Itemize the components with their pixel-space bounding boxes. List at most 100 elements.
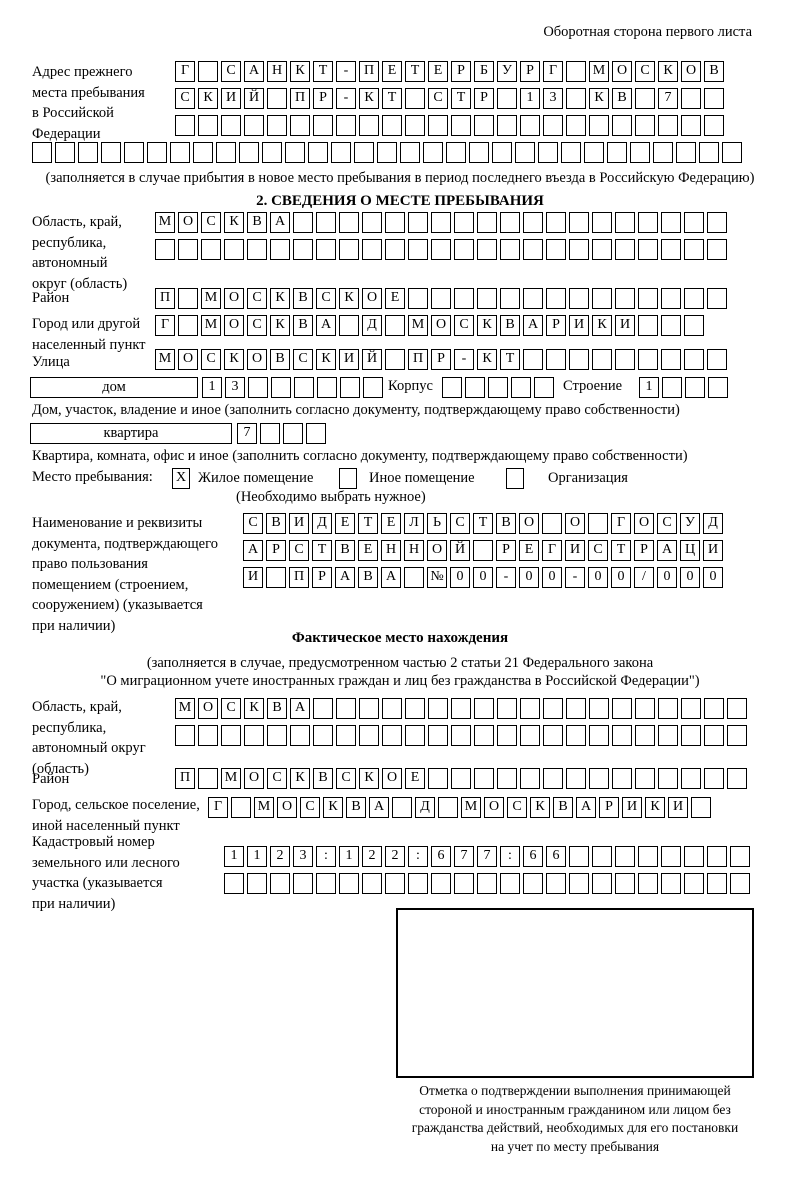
char-cell[interactable] xyxy=(569,212,589,233)
char-cell[interactable] xyxy=(451,725,471,746)
actual-region-row-2[interactable] xyxy=(175,725,747,746)
char-cell[interactable]: Д xyxy=(703,513,723,534)
char-cell[interactable] xyxy=(359,698,379,719)
char-cell[interactable]: М xyxy=(155,212,175,233)
char-cell[interactable] xyxy=(454,239,474,260)
char-cell[interactable]: И xyxy=(243,567,263,588)
char-cell[interactable]: С xyxy=(588,540,608,561)
char-cell[interactable] xyxy=(684,288,704,309)
char-cell[interactable]: С xyxy=(454,315,474,336)
char-cell[interactable] xyxy=(359,115,379,136)
char-cell[interactable] xyxy=(607,142,627,163)
char-cell[interactable]: Р xyxy=(546,315,566,336)
char-cell[interactable]: 0 xyxy=(680,567,700,588)
char-cell[interactable] xyxy=(385,315,405,336)
char-cell[interactable]: К xyxy=(290,61,310,82)
char-cell[interactable] xyxy=(270,873,290,894)
char-cell[interactable] xyxy=(313,698,333,719)
char-cell[interactable]: Т xyxy=(313,61,333,82)
char-cell[interactable] xyxy=(534,377,554,398)
char-cell[interactable] xyxy=(684,873,704,894)
char-cell[interactable] xyxy=(198,768,218,789)
char-cell[interactable]: П xyxy=(408,349,428,370)
char-cell[interactable]: Е xyxy=(519,540,539,561)
char-cell[interactable]: М xyxy=(254,797,274,818)
char-cell[interactable]: - xyxy=(336,61,356,82)
char-cell[interactable]: С xyxy=(316,288,336,309)
char-cell[interactable] xyxy=(382,115,402,136)
char-cell[interactable] xyxy=(612,115,632,136)
char-cell[interactable]: А xyxy=(657,540,677,561)
char-cell[interactable] xyxy=(408,239,428,260)
char-cell[interactable] xyxy=(377,142,397,163)
char-cell[interactable] xyxy=(638,288,658,309)
char-cell[interactable]: И xyxy=(668,797,688,818)
char-cell[interactable] xyxy=(308,142,328,163)
char-cell[interactable]: П xyxy=(289,567,309,588)
char-cell[interactable]: 1 xyxy=(639,377,659,398)
char-cell[interactable]: 6 xyxy=(546,846,566,867)
char-cell[interactable] xyxy=(699,142,719,163)
char-cell[interactable] xyxy=(405,115,425,136)
char-cell[interactable] xyxy=(497,115,517,136)
char-cell[interactable]: У xyxy=(497,61,517,82)
char-cell[interactable] xyxy=(523,873,543,894)
char-cell[interactable]: С xyxy=(450,513,470,534)
char-cell[interactable] xyxy=(339,239,359,260)
char-cell[interactable] xyxy=(224,873,244,894)
char-cell[interactable]: С xyxy=(221,698,241,719)
char-cell[interactable] xyxy=(589,725,609,746)
char-cell[interactable] xyxy=(405,88,425,109)
char-cell[interactable] xyxy=(339,315,359,336)
char-cell[interactable]: А xyxy=(243,540,263,561)
char-cell[interactable]: О xyxy=(224,288,244,309)
char-cell[interactable]: Г xyxy=(543,61,563,82)
char-cell[interactable]: 0 xyxy=(703,567,723,588)
char-cell[interactable] xyxy=(306,423,326,444)
char-cell[interactable]: В xyxy=(612,88,632,109)
char-cell[interactable]: С xyxy=(267,768,287,789)
char-cell[interactable] xyxy=(454,212,474,233)
char-cell[interactable] xyxy=(492,142,512,163)
char-cell[interactable] xyxy=(244,725,264,746)
char-cell[interactable] xyxy=(662,377,682,398)
char-cell[interactable] xyxy=(224,239,244,260)
char-cell[interactable] xyxy=(707,239,727,260)
char-cell[interactable] xyxy=(543,115,563,136)
char-cell[interactable]: : xyxy=(408,846,428,867)
char-cell[interactable]: 1 xyxy=(202,377,222,398)
char-cell[interactable]: С xyxy=(507,797,527,818)
char-cell[interactable]: Р xyxy=(313,88,333,109)
char-cell[interactable]: О xyxy=(519,513,539,534)
char-cell[interactable]: О xyxy=(224,315,244,336)
char-cell[interactable]: И xyxy=(703,540,723,561)
char-cell[interactable] xyxy=(592,288,612,309)
char-cell[interactable] xyxy=(408,288,428,309)
char-cell[interactable] xyxy=(566,698,586,719)
doc-row-3[interactable]: И П Р А В А № 0 0-0 0-0 0/0 0 0 xyxy=(243,567,723,588)
char-cell[interactable]: К xyxy=(323,797,343,818)
char-cell[interactable] xyxy=(382,698,402,719)
char-cell[interactable] xyxy=(592,846,612,867)
char-cell[interactable] xyxy=(681,725,701,746)
char-cell[interactable]: 2 xyxy=(385,846,405,867)
char-cell[interactable] xyxy=(684,239,704,260)
char-cell[interactable] xyxy=(442,377,462,398)
char-cell[interactable] xyxy=(428,768,448,789)
char-cell[interactable]: 0 xyxy=(473,567,493,588)
char-cell[interactable]: К xyxy=(339,288,359,309)
char-cell[interactable]: И xyxy=(615,315,635,336)
char-cell[interactable]: Е xyxy=(381,513,401,534)
char-cell[interactable] xyxy=(691,797,711,818)
char-cell[interactable] xyxy=(473,540,493,561)
char-cell[interactable]: Р xyxy=(599,797,619,818)
char-cell[interactable] xyxy=(566,725,586,746)
char-cell[interactable] xyxy=(260,423,280,444)
char-cell[interactable] xyxy=(454,873,474,894)
char-cell[interactable]: 6 xyxy=(431,846,451,867)
char-cell[interactable]: С xyxy=(300,797,320,818)
